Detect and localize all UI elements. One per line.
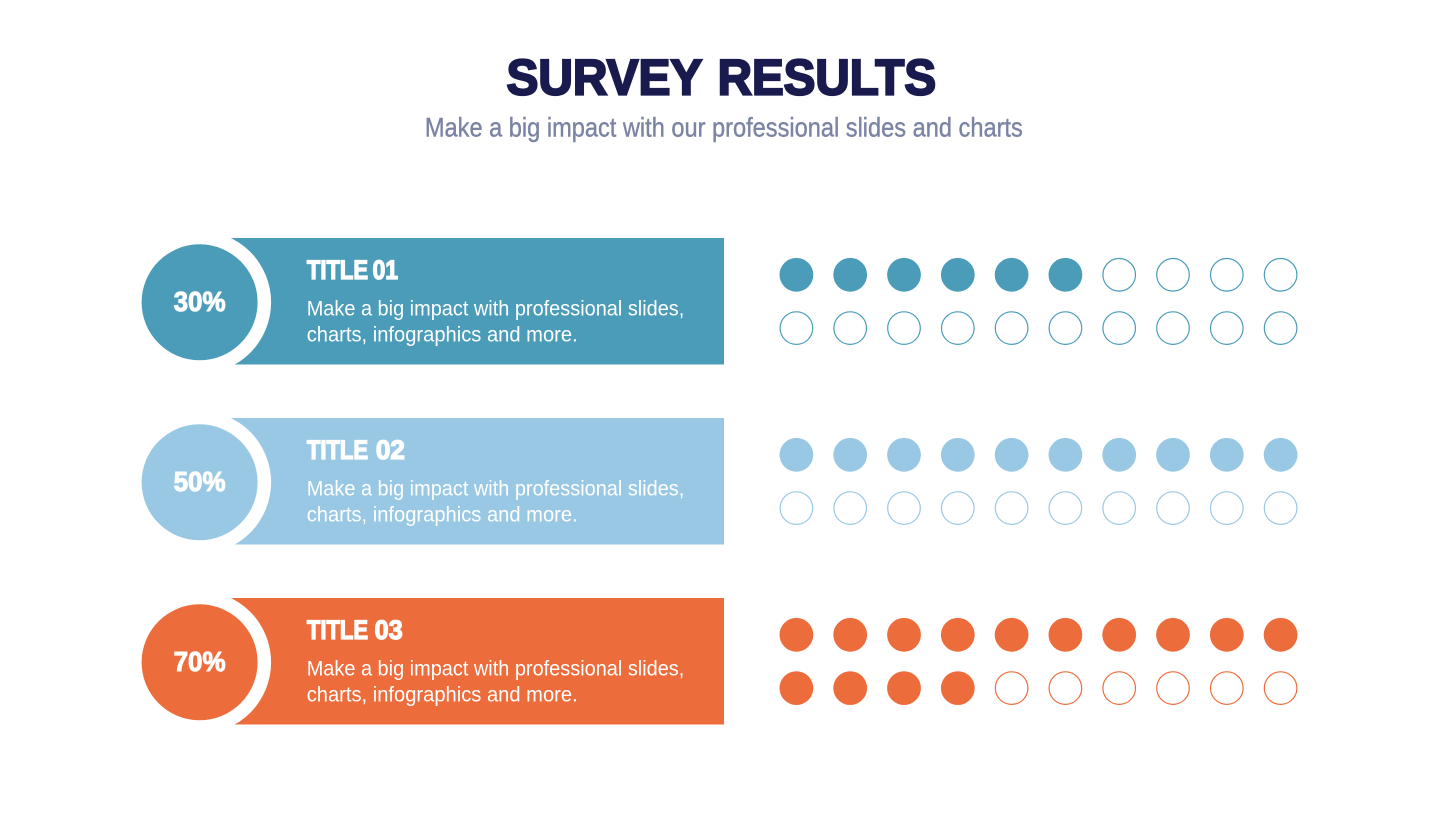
svg-text:03: 03 [375, 615, 403, 645]
svg-text:charts, infographics and more.: charts, infographics and more. [307, 324, 578, 347]
svg-text:01: 01 [372, 255, 398, 285]
svg-text:TITLE: TITLE [307, 255, 368, 285]
svg-text:02: 02 [376, 435, 405, 465]
svg-text:TITLE: TITLE [307, 435, 368, 465]
svg-text:TITLE: TITLE [307, 615, 368, 645]
svg-text:Make a big impact with our pro: Make a big impact with our professional … [425, 112, 1023, 142]
svg-text:SURVEY: SURVEY [507, 49, 703, 105]
svg-text:Make a big impact with profess: Make a big impact with professional slid… [307, 298, 685, 321]
svg-text:Make a big impact with profess: Make a big impact with professional slid… [307, 478, 685, 501]
svg-text:30%: 30% [174, 286, 226, 317]
svg-text:RESULTS: RESULTS [718, 49, 937, 105]
svg-text:Make a big impact with profess: Make a big impact with professional slid… [307, 658, 685, 681]
svg-text:50%: 50% [174, 466, 226, 497]
svg-text:70%: 70% [174, 646, 226, 677]
svg-text:charts, infographics and more.: charts, infographics and more. [307, 504, 578, 527]
svg-text:charts, infographics and more.: charts, infographics and more. [307, 684, 578, 707]
